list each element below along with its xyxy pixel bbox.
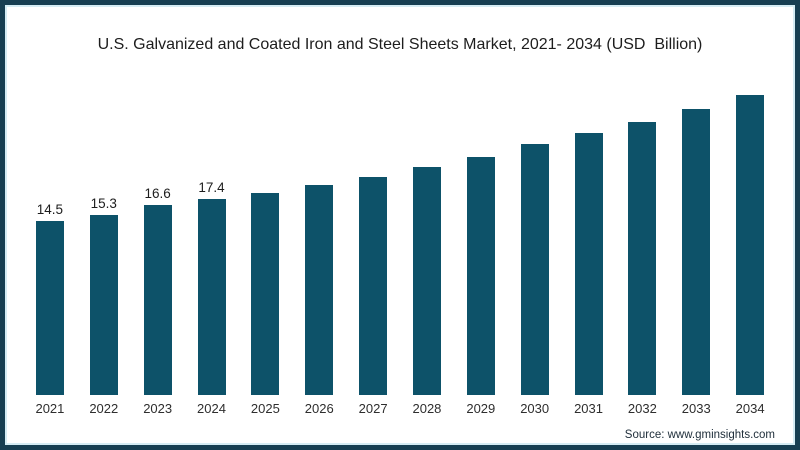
bar-column [238, 193, 292, 395]
bar-column [723, 95, 777, 395]
bar-column [508, 144, 562, 395]
x-axis-tick-label: 2023 [143, 401, 173, 416]
x-axis-tick-label: 2025 [250, 401, 280, 416]
bar-value-label: 17.4 [198, 179, 225, 195]
bar-column [346, 177, 400, 395]
x-axis-tick-label: 2034 [735, 401, 765, 416]
bar-column [615, 122, 669, 395]
x-axis-tick-label: 2026 [304, 401, 334, 416]
x-axis-tick-label: 2031 [574, 401, 603, 416]
x-axis-tick-label: 2024 [197, 401, 226, 416]
bar-column: 14.5 [23, 201, 77, 395]
x-axis-tick-label: 2027 [358, 401, 388, 416]
x-axis-tick-label: 2021 [35, 401, 65, 416]
chart-canvas [5, 5, 795, 445]
source-attribution: Source: www.gminsights.com [624, 429, 775, 441]
bar-column [454, 157, 508, 395]
bar-chart-plot-area: 14.5 15.3 16.6 17.4 [23, 60, 777, 395]
bar-value-label: 16.6 [144, 185, 171, 201]
bar [305, 185, 334, 395]
bar [251, 193, 280, 395]
x-axis-labels: 2021 2022 2023 2024 2025 2026 2027 2028 2029 2030… [23, 402, 777, 415]
bar-column: 15.3 [77, 195, 131, 395]
bar [466, 157, 495, 395]
bar [574, 133, 603, 395]
chart-title: U.S. Galvanized and Coated Iron and Stee… [97, 36, 703, 53]
bar-column: 16.6 [131, 185, 185, 395]
bar [682, 109, 711, 395]
x-axis-tick-label: 2022 [89, 401, 119, 416]
bar [89, 215, 118, 395]
x-axis-tick-label: 2032 [627, 401, 657, 416]
bar-column [669, 109, 723, 395]
bar [520, 144, 549, 395]
bar-column [292, 185, 346, 395]
bar-column [400, 167, 454, 395]
bar [197, 199, 226, 395]
bar-value-label: 15.3 [90, 195, 117, 211]
bar [628, 122, 657, 395]
x-axis-tick-label: 2030 [520, 401, 550, 416]
x-axis-tick-label: 2033 [681, 401, 711, 416]
x-axis-tick-label: 2029 [466, 401, 496, 416]
bar [359, 177, 388, 395]
bar [143, 205, 172, 395]
x-axis-tick-label: 2028 [412, 401, 442, 416]
bar-value-label: 14.5 [36, 201, 64, 217]
bar [35, 221, 64, 395]
bar-column: 17.4 [185, 179, 239, 395]
bar [736, 95, 765, 395]
bar [412, 167, 441, 395]
bar-column [562, 133, 616, 395]
